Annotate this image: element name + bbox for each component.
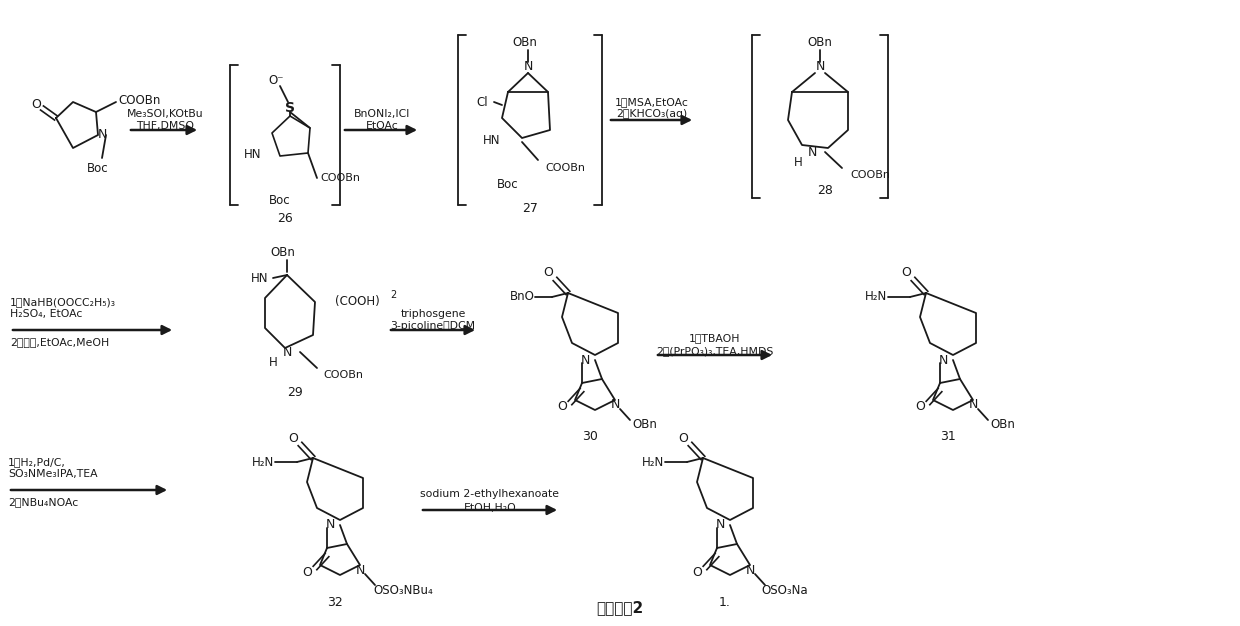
Text: HN: HN (252, 272, 269, 284)
Text: N: N (580, 354, 590, 366)
Text: SO₃NMe₃IPA,TEA: SO₃NMe₃IPA,TEA (7, 469, 98, 479)
Text: O⁻: O⁻ (268, 73, 284, 86)
Text: O: O (288, 431, 298, 444)
Text: Boc: Boc (497, 178, 518, 192)
Text: sodium 2-ethylhexanoate: sodium 2-ethylhexanoate (420, 489, 559, 499)
Text: COOBn: COOBn (849, 170, 890, 180)
Text: 1、TBAOH: 1、TBAOH (689, 333, 740, 343)
Text: S: S (285, 101, 295, 115)
Text: N: N (523, 61, 533, 73)
Text: N: N (745, 563, 755, 577)
Text: O: O (303, 565, 312, 578)
Text: N: N (968, 399, 977, 411)
Text: 2、草酸,EtOAc,MeOH: 2、草酸,EtOAc,MeOH (10, 337, 109, 347)
Text: 31: 31 (940, 431, 956, 443)
Text: COOBn: COOBn (119, 93, 161, 106)
Text: O: O (557, 401, 567, 414)
Text: O: O (915, 401, 925, 414)
Text: OBn: OBn (270, 245, 295, 259)
Text: N: N (939, 354, 947, 366)
Text: H₂SO₄, EtOAc: H₂SO₄, EtOAc (10, 309, 82, 319)
Text: N: N (97, 128, 107, 141)
Text: H₂N: H₂N (252, 456, 274, 468)
Text: Boc: Boc (269, 193, 291, 207)
Text: OBn: OBn (991, 419, 1016, 431)
Text: H: H (269, 356, 278, 369)
Text: N: N (325, 518, 335, 531)
Text: O: O (678, 431, 688, 444)
Text: O: O (692, 565, 702, 578)
Text: BnONI₂,ICl: BnONI₂,ICl (353, 109, 410, 119)
Text: OBn: OBn (512, 36, 537, 48)
Text: OBn: OBn (632, 419, 657, 431)
Text: H₂N: H₂N (864, 290, 887, 304)
Text: 1、NaHB(OOCC₂H₅)₃: 1、NaHB(OOCC₂H₅)₃ (10, 297, 117, 307)
Text: N: N (610, 399, 620, 411)
Text: 30: 30 (582, 431, 598, 443)
Text: COOBn: COOBn (320, 173, 360, 183)
Text: 3-picoline，DCM: 3-picoline，DCM (391, 321, 476, 331)
Text: HN: HN (244, 148, 262, 162)
Text: O: O (31, 98, 41, 111)
Text: OSO₃NBu₄: OSO₃NBu₄ (373, 583, 433, 597)
Text: EtOH,H₂O: EtOH,H₂O (464, 503, 516, 513)
Text: 32: 32 (327, 595, 343, 608)
Text: OBn: OBn (807, 36, 832, 48)
Text: Cl: Cl (476, 96, 487, 108)
Text: 2: 2 (389, 290, 396, 300)
Text: 26: 26 (277, 212, 293, 225)
Text: COOBn: COOBn (546, 163, 585, 173)
Text: 2、(PrPO₃)₃,TEA,HMDS: 2、(PrPO₃)₃,TEA,HMDS (656, 346, 774, 356)
Text: 27: 27 (522, 202, 538, 215)
Text: N: N (715, 518, 724, 531)
Text: 2、NBu₄NOAc: 2、NBu₄NOAc (7, 497, 78, 507)
Text: (COOH): (COOH) (335, 295, 379, 309)
Text: H: H (794, 155, 802, 168)
Text: H₂N: H₂N (642, 456, 665, 468)
Text: 合成路线2: 合成路线2 (596, 600, 644, 615)
Text: 29: 29 (288, 386, 303, 399)
Text: 1、H₂,Pd/C,: 1、H₂,Pd/C, (7, 457, 66, 467)
Text: OSO₃Na: OSO₃Na (761, 583, 808, 597)
Text: 28: 28 (817, 183, 833, 197)
Text: THF,DMSO: THF,DMSO (136, 121, 193, 131)
Text: HN: HN (484, 133, 501, 146)
Text: 1.: 1. (719, 595, 730, 608)
Text: COOBn: COOBn (322, 370, 363, 380)
Text: EtOAc: EtOAc (366, 121, 398, 131)
Text: N: N (283, 346, 291, 359)
Text: N: N (816, 61, 825, 73)
Text: O: O (543, 267, 553, 279)
Text: N: N (356, 563, 365, 577)
Text: triphosgene: triphosgene (401, 309, 466, 319)
Text: N: N (807, 145, 817, 158)
Text: Me₃SOI,KOtBu: Me₃SOI,KOtBu (126, 109, 203, 119)
Text: Boc: Boc (87, 162, 109, 175)
Text: 2、KHCO₃(aq): 2、KHCO₃(aq) (616, 109, 688, 119)
Text: O: O (901, 267, 911, 279)
Text: 1、MSA,EtOAc: 1、MSA,EtOAc (615, 97, 689, 107)
Text: BnO: BnO (510, 290, 534, 304)
